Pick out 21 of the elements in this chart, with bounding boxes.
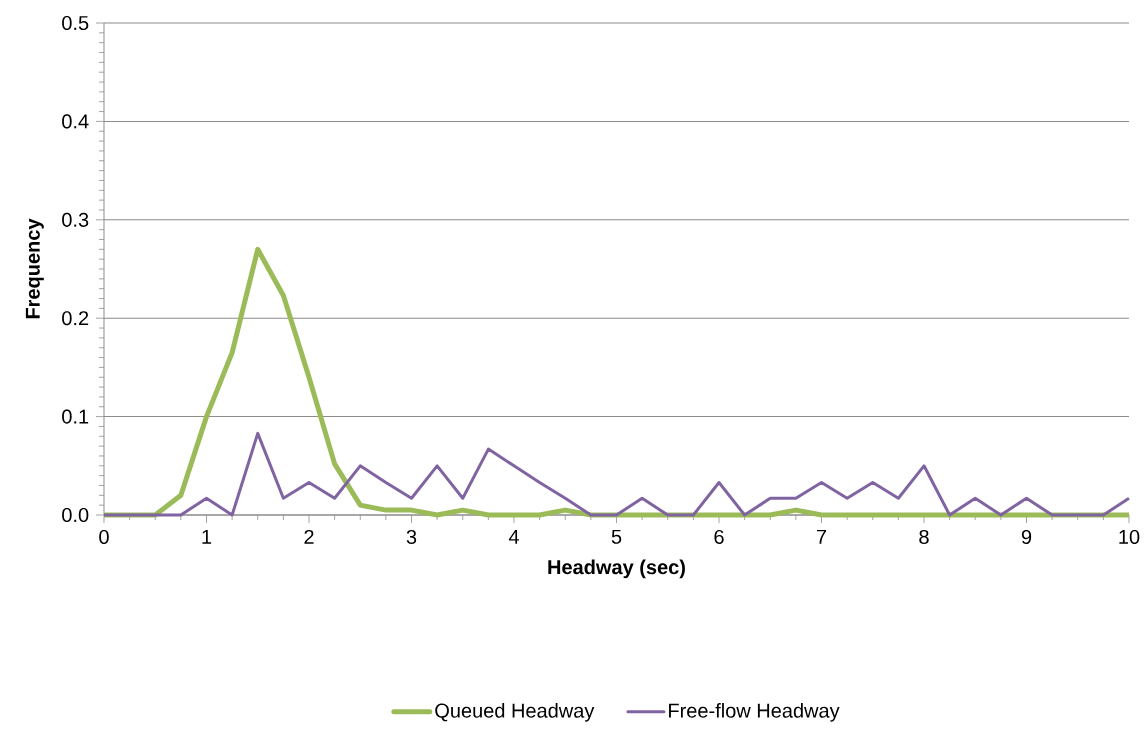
x-tick-label: 9: [1021, 529, 1032, 545]
x-tick-label: 6: [714, 529, 724, 545]
x-tick-label: 10: [1119, 529, 1140, 545]
x-tick-label: 5: [611, 529, 622, 544]
x-tick-label: 1: [202, 529, 212, 544]
x-tick-label: 8: [919, 529, 929, 545]
x-tick-label: 2: [304, 529, 314, 544]
y-tick-label: 0.1: [62, 409, 89, 424]
legend-label: Free-flow Headway: [669, 703, 840, 722]
x-tick-label: 3: [406, 529, 417, 545]
legend-label: Queued Headway: [435, 703, 595, 722]
y-tick-label: 0.3: [62, 212, 89, 227]
y-axis-title: Frequency: [25, 218, 44, 319]
x-tick-label: 7: [816, 529, 827, 544]
y-tick-label: 0.2: [62, 311, 89, 326]
x-tick-label: 4: [508, 529, 519, 544]
y-tick-label: 0.4: [62, 114, 89, 129]
x-axis-title: Headway (sec): [548, 559, 685, 579]
x-tick-label: 0: [99, 529, 109, 545]
y-tick-label: 0.5: [62, 15, 89, 31]
y-tick-label: 0.0: [62, 507, 89, 523]
